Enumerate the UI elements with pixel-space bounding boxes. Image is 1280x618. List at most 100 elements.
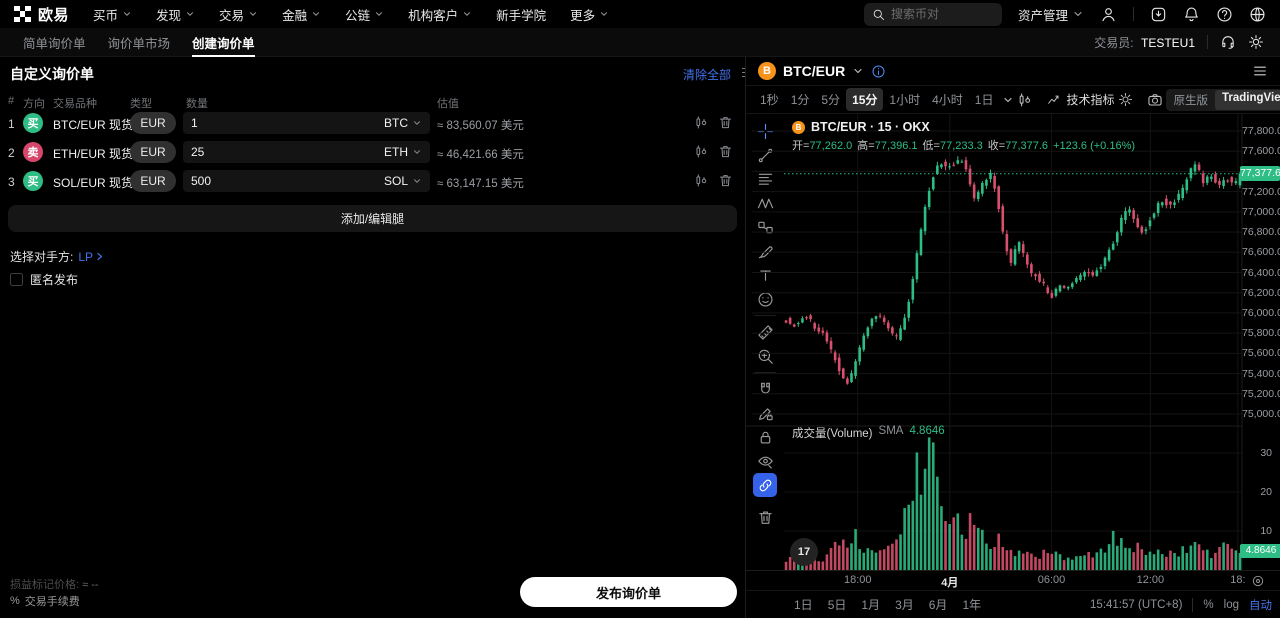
eye-icon[interactable] — [753, 449, 777, 473]
native-version-button[interactable]: 原生版 — [1173, 94, 1209, 107]
search-input[interactable] — [890, 7, 981, 21]
range-1年[interactable]: 1年 — [962, 598, 982, 612]
trash-icon[interactable] — [753, 505, 777, 529]
camera-icon[interactable] — [1147, 92, 1163, 108]
counterparty-link[interactable]: LP — [78, 250, 105, 264]
top-menu-item-6[interactable]: 机构客户 — [408, 5, 472, 24]
globe-icon[interactable] — [1249, 6, 1266, 23]
fib-retracement-icon[interactable] — [753, 167, 777, 191]
download-icon[interactable] — [1150, 6, 1167, 23]
panel-splitter[interactable] — [745, 57, 746, 618]
search-box[interactable] — [863, 2, 1002, 26]
candles-icon[interactable] — [694, 144, 709, 159]
range-5日[interactable]: 5日 — [827, 598, 847, 612]
assets-menu[interactable]: 资产管理 — [1018, 5, 1084, 24]
candle-type-icon[interactable] — [1017, 92, 1033, 108]
anonymous-option[interactable]: 匿名发布 — [10, 271, 78, 288]
timeframe-1秒[interactable]: 1秒 — [760, 93, 779, 107]
gear-icon[interactable] — [1118, 92, 1133, 107]
link-icon[interactable] — [753, 473, 777, 497]
quantity-input[interactable] — [191, 174, 384, 188]
timeframe-15分[interactable]: 15分 — [846, 88, 884, 111]
subnav-right: 交易员: TESTEU1 — [1094, 34, 1268, 51]
unit-dropdown[interactable]: BTC — [384, 116, 422, 130]
price-tick: 76,600.0 — [1242, 246, 1280, 259]
brush-icon[interactable] — [753, 239, 777, 263]
info-icon[interactable] — [871, 64, 886, 79]
chevron-down-icon — [374, 9, 384, 19]
top-menu-item-1[interactable]: 买币 — [93, 5, 132, 24]
top-menu-item-2[interactable]: 发现 — [156, 5, 195, 24]
trash-icon[interactable] — [718, 173, 733, 188]
time-tick: 18:00 — [843, 574, 872, 586]
tradingview-version-button[interactable]: TradingView — [1215, 89, 1280, 110]
timeframe-1分[interactable]: 1分 — [790, 93, 810, 107]
menu-label: 公链 — [345, 8, 371, 23]
magnet-icon[interactable] — [753, 377, 777, 401]
side-badge: 卖 — [23, 142, 43, 162]
top-menu-item-5[interactable]: 公链 — [345, 5, 384, 24]
xabcd-pattern-icon[interactable] — [753, 191, 777, 215]
timeframe-1日[interactable]: 1日 — [974, 93, 994, 107]
timeframe-4小时[interactable]: 4小时 — [932, 93, 963, 107]
time-tick: 12:00 — [1136, 574, 1165, 586]
trader-label: 交易员: — [1094, 35, 1134, 50]
tab-3[interactable]: 创建询价单 — [181, 28, 266, 57]
support-icon[interactable] — [1220, 34, 1236, 50]
chart-menu-icon[interactable] — [1252, 63, 1268, 79]
counterparty-value: LP — [78, 249, 94, 264]
divider — [1133, 7, 1134, 21]
type-pill-button[interactable]: EUR — [130, 112, 176, 134]
menu-label: 买币 — [93, 8, 119, 23]
range-1月[interactable]: 1月 — [861, 598, 881, 612]
quantity-input[interactable] — [191, 116, 384, 130]
quantity-input[interactable] — [191, 145, 384, 159]
log-scale-button[interactable]: log — [1223, 598, 1239, 611]
target-icon[interactable] — [1251, 574, 1265, 588]
anonymous-checkbox[interactable] — [10, 273, 23, 286]
top-menu-item-4[interactable]: 金融 — [282, 5, 321, 24]
range-3月[interactable]: 3月 — [895, 598, 914, 612]
settings-icon[interactable] — [1248, 34, 1264, 50]
top-menu-item-3[interactable]: 交易 — [219, 5, 258, 24]
percent-scale-button[interactable]: % — [1203, 598, 1214, 611]
trash-icon[interactable] — [718, 144, 733, 159]
range-1日[interactable]: 1日 — [794, 598, 813, 612]
range-6月[interactable]: 6月 — [928, 598, 948, 612]
trend-line-icon[interactable] — [753, 143, 777, 167]
chevron-down-icon[interactable] — [1002, 94, 1014, 106]
user-icon[interactable] — [1100, 6, 1117, 23]
timeframe-5分[interactable]: 5分 — [821, 93, 841, 107]
clear-all-link[interactable]: 清除全部 — [682, 68, 731, 82]
type-pill-button[interactable]: EUR — [130, 170, 176, 192]
help-icon[interactable] — [1216, 6, 1233, 23]
indicators-button[interactable]: 技术指标 — [1047, 91, 1115, 108]
candlestick-chart[interactable] — [746, 114, 1280, 570]
unit-dropdown[interactable]: SOL — [384, 174, 422, 188]
leg-estimated-value: ≈ 46,421.66 美元 — [437, 149, 524, 161]
timeframe-1小时[interactable]: 1小时 — [889, 93, 921, 107]
unit-dropdown[interactable]: ETH — [384, 145, 422, 159]
time-axis[interactable]: 18:00 4月 06:00 12:00 18: — [746, 570, 1280, 590]
candles-icon[interactable] — [694, 115, 709, 130]
publish-rfq-button[interactable]: 发布询价单 — [520, 577, 737, 607]
top-menu-item-7[interactable]: 新手学院 — [496, 5, 546, 24]
add-edit-leg-button[interactable]: 添加/编辑腿 — [8, 205, 737, 232]
price-tick: 76,800.0 — [1242, 226, 1280, 239]
okx-logo[interactable]: 欧易 — [14, 4, 69, 25]
lock-icon[interactable] — [753, 425, 777, 449]
bell-icon[interactable] — [1183, 6, 1200, 23]
zoom-in-icon[interactable] — [753, 344, 777, 368]
trash-icon[interactable] — [718, 115, 733, 130]
pair-selector[interactable]: BTC/EUR — [783, 63, 846, 79]
chevron-down-icon — [122, 9, 132, 19]
tab-2[interactable]: 询价单市场 — [107, 36, 171, 51]
chevron-down-icon[interactable] — [852, 65, 864, 77]
candles-icon[interactable] — [694, 173, 709, 188]
auto-scale-button[interactable]: 自动 — [1249, 599, 1272, 612]
close-value: 77,377.6 — [1005, 140, 1049, 152]
top-menu-item-8[interactable]: 更多 — [570, 5, 609, 24]
tab-1[interactable]: 简单询价单 — [23, 36, 86, 51]
type-pill-button[interactable]: EUR — [130, 141, 176, 163]
